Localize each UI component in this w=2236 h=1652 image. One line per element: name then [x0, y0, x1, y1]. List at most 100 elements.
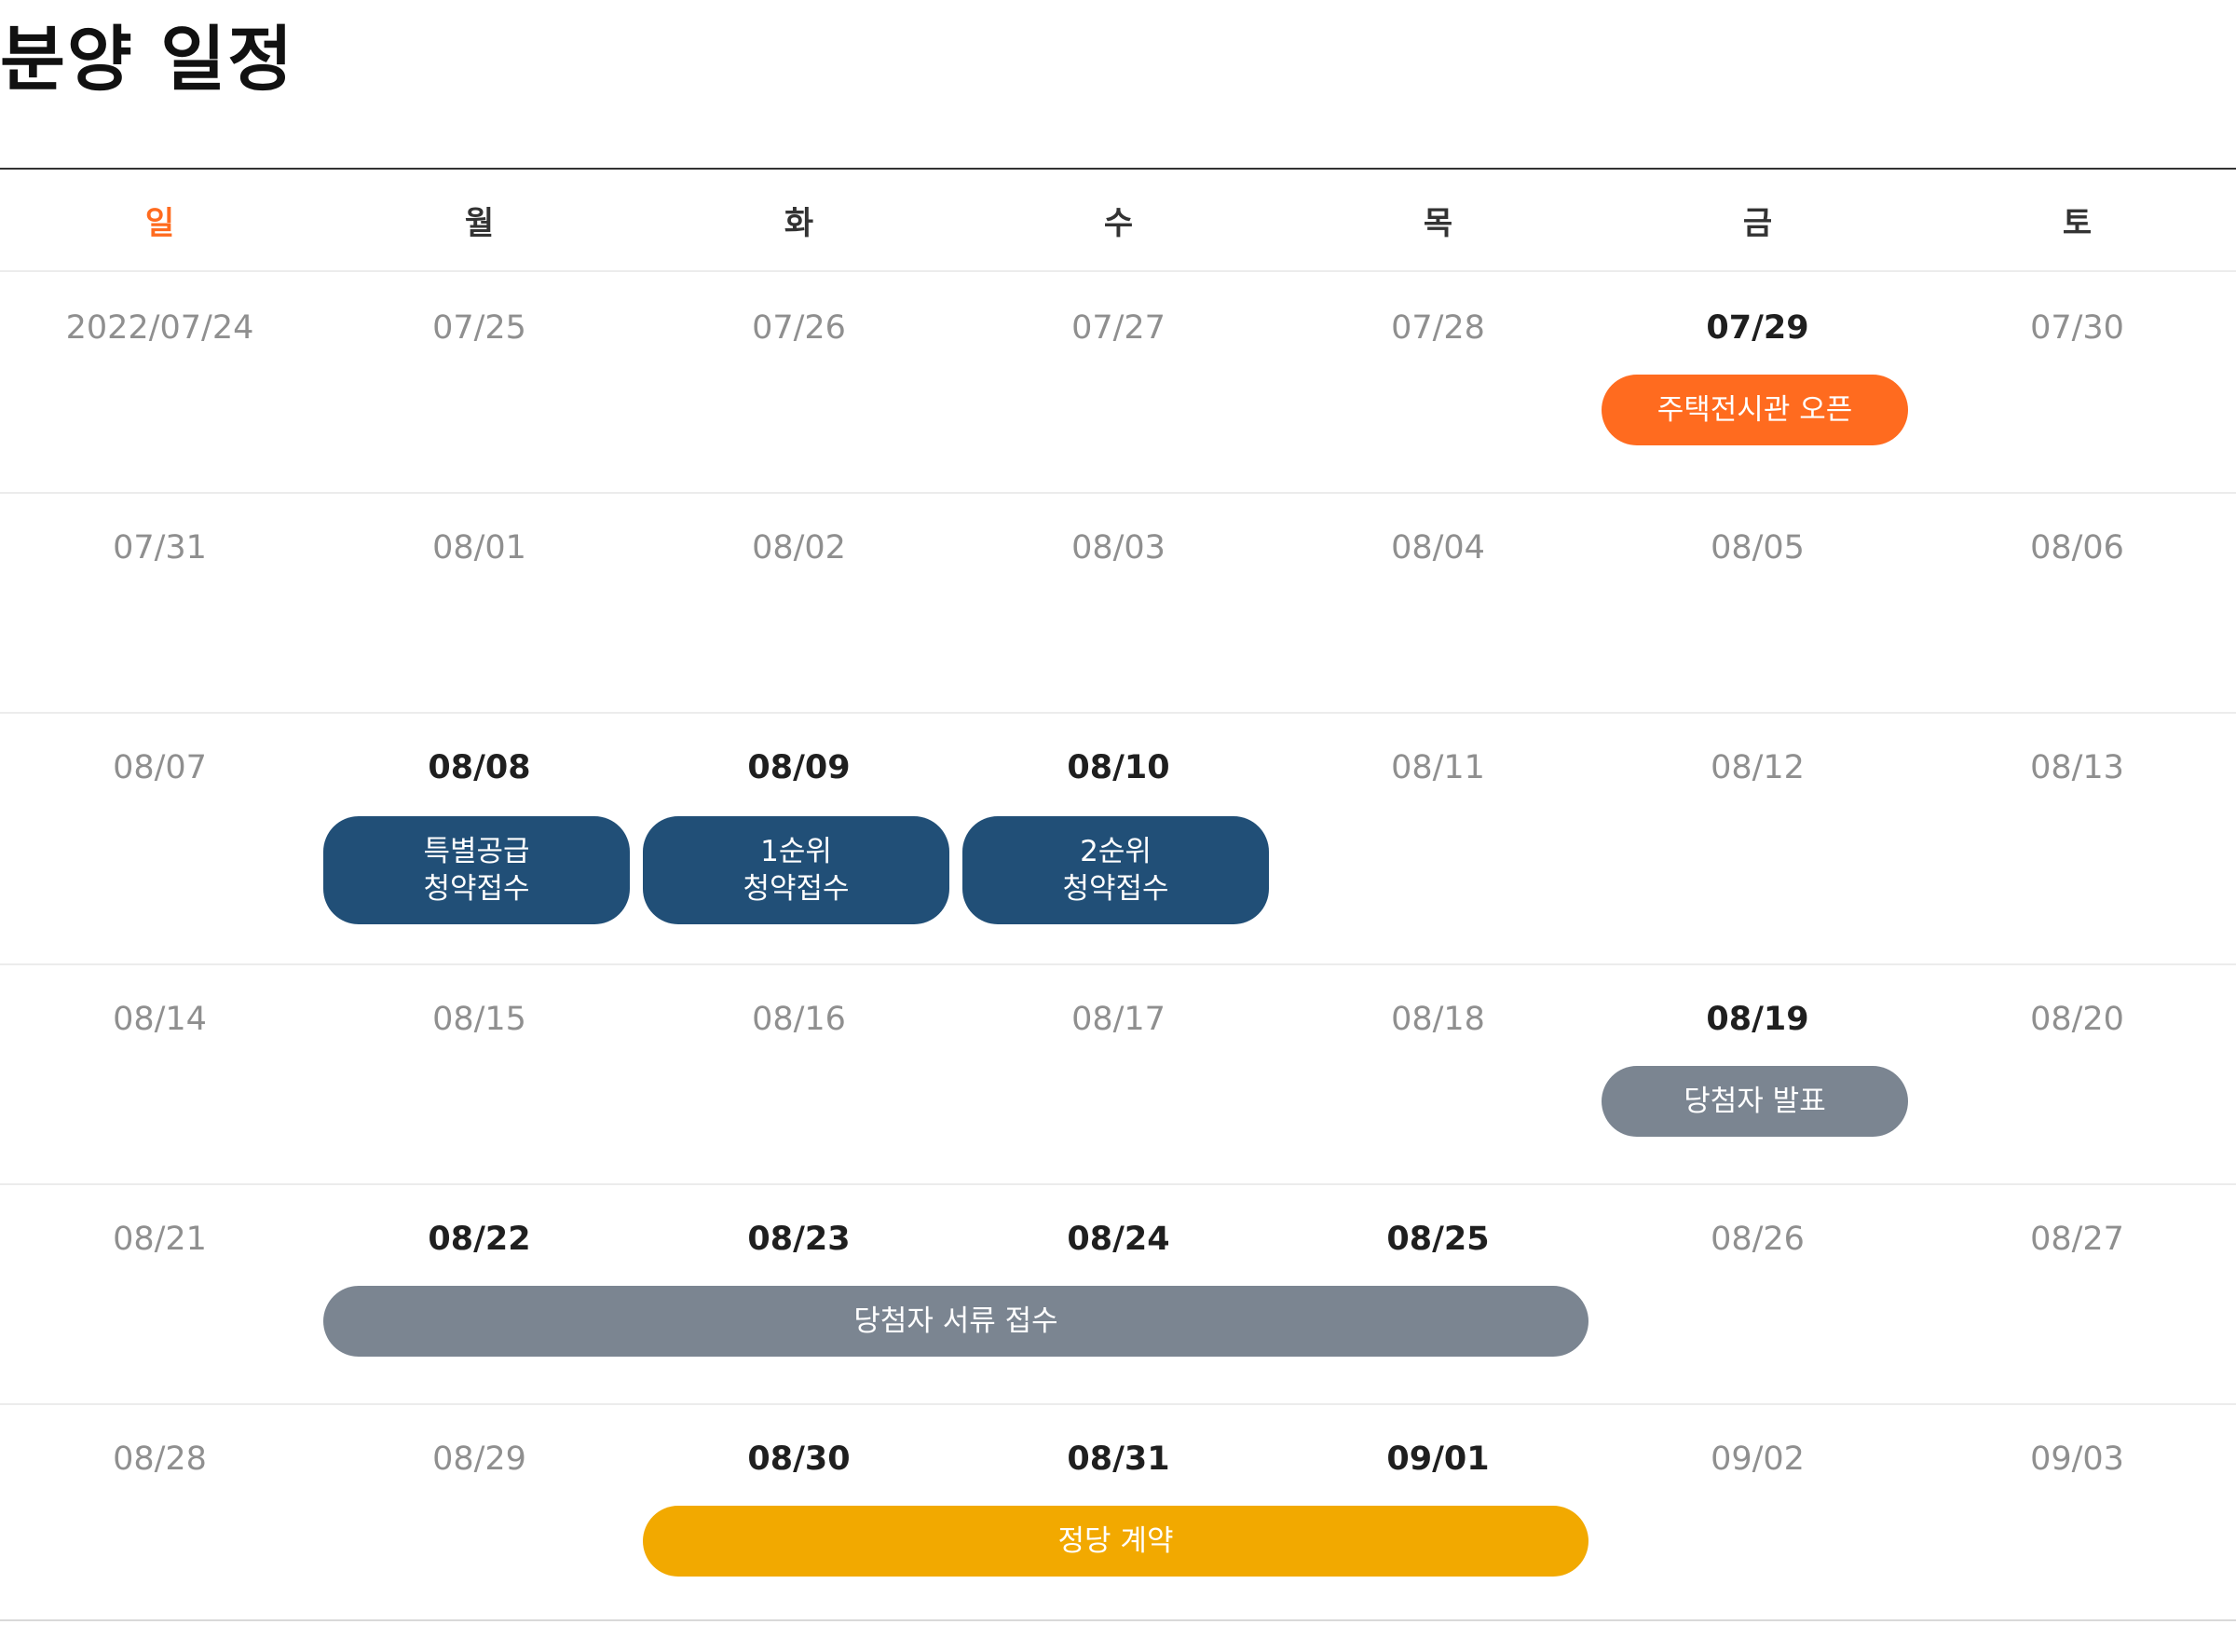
date-label: 09/02 — [1711, 1440, 1805, 1478]
date-label: 08/06 — [2030, 529, 2124, 567]
weekday-fri: 금 — [1742, 204, 1773, 242]
date-label: 07/25 — [432, 309, 526, 347]
event-label: 정당 계약 — [1057, 1524, 1174, 1558]
day-cell-sat: 09/03 — [1917, 1403, 2236, 1619]
date-label: 08/31 — [1067, 1440, 1170, 1478]
weekday-thu: 목 — [1423, 204, 1453, 242]
day-cell-sat: 08/27 — [1917, 1183, 2236, 1403]
day-cell-mon: 08/29 — [320, 1403, 639, 1619]
date-label: 08/25 — [1386, 1221, 1490, 1258]
date-label: 08/04 — [1391, 529, 1485, 567]
date-label: 07/31 — [113, 529, 207, 567]
week-row: 07/31 08/01 08/02 08/03 08/04 08/05 08/06 — [0, 492, 2236, 714]
day-cell-thu: 08/11 — [1278, 712, 1598, 963]
date-label: 08/14 — [113, 1001, 207, 1038]
day-cell-tue: 08/23 — [639, 1183, 959, 1403]
day-cell-mon: 08/22 — [320, 1183, 639, 1403]
week-row: 08/14 08/15 08/16 08/17 08/18 08/19 08/20 당첨자 발… — [0, 963, 2236, 1185]
day-cell-sun: 08/28 — [0, 1403, 320, 1619]
week-row: 08/28 08/29 08/30 08/31 09/01 09/02 09/03 정당 계약 — [0, 1403, 2236, 1621]
day-cell-fri: 09/02 — [1598, 1403, 1917, 1619]
weekday-wed: 수 — [1103, 204, 1134, 242]
page-title: 분양 일정 — [0, 18, 295, 101]
date-label: 08/27 — [2030, 1221, 2124, 1258]
date-label: 08/16 — [752, 1001, 846, 1038]
event-label: 1순위 — [760, 835, 832, 868]
event-label: 청약접수 — [743, 872, 850, 906]
date-label: 08/22 — [428, 1221, 531, 1258]
day-cell-sun: 08/07 — [0, 712, 320, 963]
day-cell-wed: 08/03 — [959, 492, 1278, 712]
weekday-header: 일 월 화 수 목 금 토 — [0, 170, 2236, 272]
day-cell-tue: 07/26 — [639, 272, 959, 492]
date-label: 08/19 — [1706, 1001, 1809, 1038]
day-cell-fri: 08/26 — [1598, 1183, 1917, 1403]
date-label: 2022/07/24 — [65, 309, 254, 347]
date-label: 08/05 — [1711, 529, 1805, 567]
day-cell-fri: 08/19 — [1598, 963, 1917, 1183]
date-label: 07/30 — [2030, 309, 2124, 347]
date-label: 08/13 — [2030, 749, 2124, 786]
date-label: 08/28 — [113, 1440, 207, 1478]
weekday-sun: 일 — [144, 204, 175, 242]
day-cell-wed: 08/24 — [959, 1183, 1278, 1403]
date-label: 08/02 — [752, 529, 846, 567]
day-cell-thu: 09/01 — [1278, 1403, 1598, 1619]
day-cell-mon: 08/01 — [320, 492, 639, 712]
date-label: 08/07 — [113, 749, 207, 786]
date-label: 08/15 — [432, 1001, 526, 1038]
date-label: 08/20 — [2030, 1001, 2124, 1038]
date-label: 08/18 — [1391, 1001, 1485, 1038]
date-label: 08/08 — [428, 749, 531, 786]
day-cell-wed: 08/17 — [959, 963, 1278, 1183]
day-cell-sun: 08/14 — [0, 963, 320, 1183]
date-label: 08/09 — [747, 749, 851, 786]
day-cell-sat: 08/13 — [1917, 712, 2236, 963]
date-label: 08/11 — [1391, 749, 1485, 786]
day-cell-sun: 2022/07/24 — [0, 272, 320, 492]
day-cell-tue: 08/09 — [639, 712, 959, 963]
week-row: 08/21 08/22 08/23 08/24 08/25 08/26 08/27 당첨자 서… — [0, 1183, 2236, 1405]
schedule-event[interactable]: 정당 계약 — [643, 1506, 1588, 1577]
day-cell-sat: 08/06 — [1917, 492, 2236, 712]
schedule-event[interactable]: 당첨자 서류 접수 — [323, 1286, 1588, 1357]
date-label: 08/17 — [1071, 1001, 1166, 1038]
event-label: 청약접수 — [423, 872, 530, 906]
day-cell-mon: 08/15 — [320, 963, 639, 1183]
day-cell-mon: 08/08 — [320, 712, 639, 963]
weekday-tue: 화 — [784, 204, 814, 242]
date-label: 07/26 — [752, 309, 846, 347]
date-label: 08/29 — [432, 1440, 526, 1478]
schedule-event[interactable]: 당첨자 발표 — [1602, 1066, 1908, 1137]
day-cell-tue: 08/02 — [639, 492, 959, 712]
day-cell-fri: 08/12 — [1598, 712, 1917, 963]
day-cell-sun: 08/21 — [0, 1183, 320, 1403]
day-cell-wed: 08/31 — [959, 1403, 1278, 1619]
date-label: 08/26 — [1711, 1221, 1805, 1258]
day-cell-tue: 08/16 — [639, 963, 959, 1183]
date-label: 08/23 — [747, 1221, 851, 1258]
date-label: 08/24 — [1067, 1221, 1170, 1258]
day-cell-thu: 08/18 — [1278, 963, 1598, 1183]
day-cell-sun: 07/31 — [0, 492, 320, 712]
date-label: 09/03 — [2030, 1440, 2124, 1478]
schedule-event[interactable]: 주택전시관 오픈 — [1602, 375, 1908, 445]
day-cell-fri: 07/29 — [1598, 272, 1917, 492]
date-label: 08/10 — [1067, 749, 1170, 786]
date-label: 08/21 — [113, 1221, 207, 1258]
day-cell-tue: 08/30 — [639, 1403, 959, 1619]
event-label: 청약접수 — [1062, 872, 1169, 906]
day-cell-thu: 08/25 — [1278, 1183, 1598, 1403]
date-label: 09/01 — [1386, 1440, 1490, 1478]
day-cell-thu: 08/04 — [1278, 492, 1598, 712]
day-cell-wed: 07/27 — [959, 272, 1278, 492]
day-cell-sat: 07/30 — [1917, 272, 2236, 492]
event-label: 2순위 — [1080, 835, 1152, 868]
event-label: 특별공급 — [423, 835, 530, 868]
day-cell-mon: 07/25 — [320, 272, 639, 492]
day-cell-wed: 08/10 — [959, 712, 1278, 963]
